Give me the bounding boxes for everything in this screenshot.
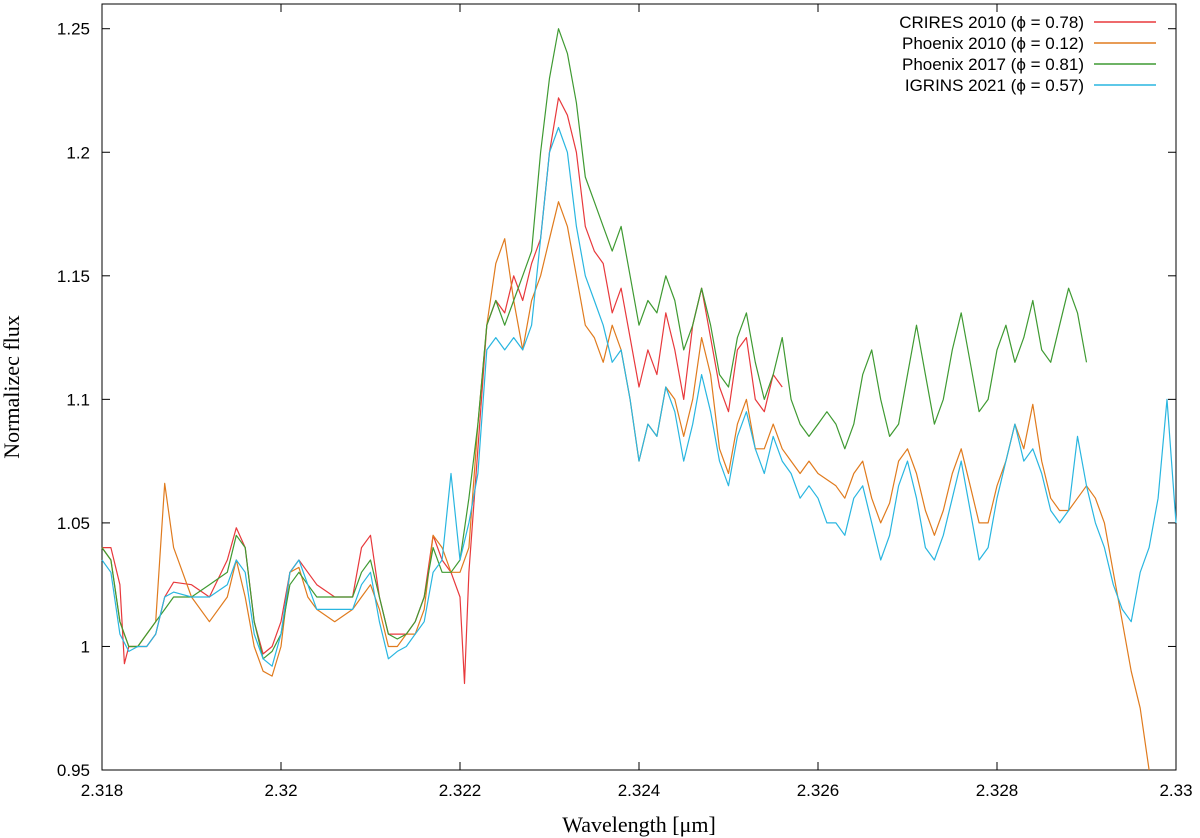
- y-tick-label: 1: [81, 637, 90, 656]
- x-tick-label: 2.322: [439, 781, 482, 800]
- series-line-2: [101, 28, 1088, 660]
- x-tick-label: 2.32: [264, 781, 297, 800]
- y-tick-label: 1.05: [57, 514, 90, 533]
- legend: CRIRES 2010 (ϕ = 0.78) Phoenix 2010 (ϕ = …: [899, 13, 1156, 95]
- x-axis-title: Wavelength [μm]: [562, 812, 716, 837]
- y-tick-label: 1.1: [66, 390, 90, 409]
- series-line-0: [102, 97, 783, 685]
- x-tick-label: 2.326: [797, 781, 840, 800]
- y-axis-title: Normalizec flux: [0, 315, 24, 459]
- y-axis: 0.95 1 1.05 1.1 1.15 1.2 1.25: [57, 20, 1176, 780]
- series-line-3: [101, 126, 1177, 667]
- y-tick-label: 1.2: [66, 143, 90, 162]
- x-axis: 2.318 2.32 2.322 2.324 2.326 2.328 2.33: [81, 4, 1193, 800]
- legend-label: CRIRES 2010 (ϕ = 0.78): [899, 13, 1084, 32]
- y-tick-label: 1.25: [57, 20, 90, 39]
- y-tick-label: 0.95: [57, 761, 90, 780]
- legend-label: IGRINS 2021 (ϕ = 0.57): [905, 76, 1084, 95]
- x-tick-label: 2.324: [618, 781, 661, 800]
- x-tick-label: 2.328: [976, 781, 1019, 800]
- legend-label: Phoenix 2017 (ϕ = 0.81): [902, 55, 1084, 74]
- x-tick-label: 2.318: [81, 781, 124, 800]
- series-lines: [101, 28, 1177, 771]
- x-tick-label: 2.33: [1159, 781, 1192, 800]
- y-tick-label: 1.15: [57, 267, 90, 286]
- legend-label: Phoenix 2010 (ϕ = 0.12): [902, 34, 1084, 53]
- series-line-1: [101, 201, 1150, 771]
